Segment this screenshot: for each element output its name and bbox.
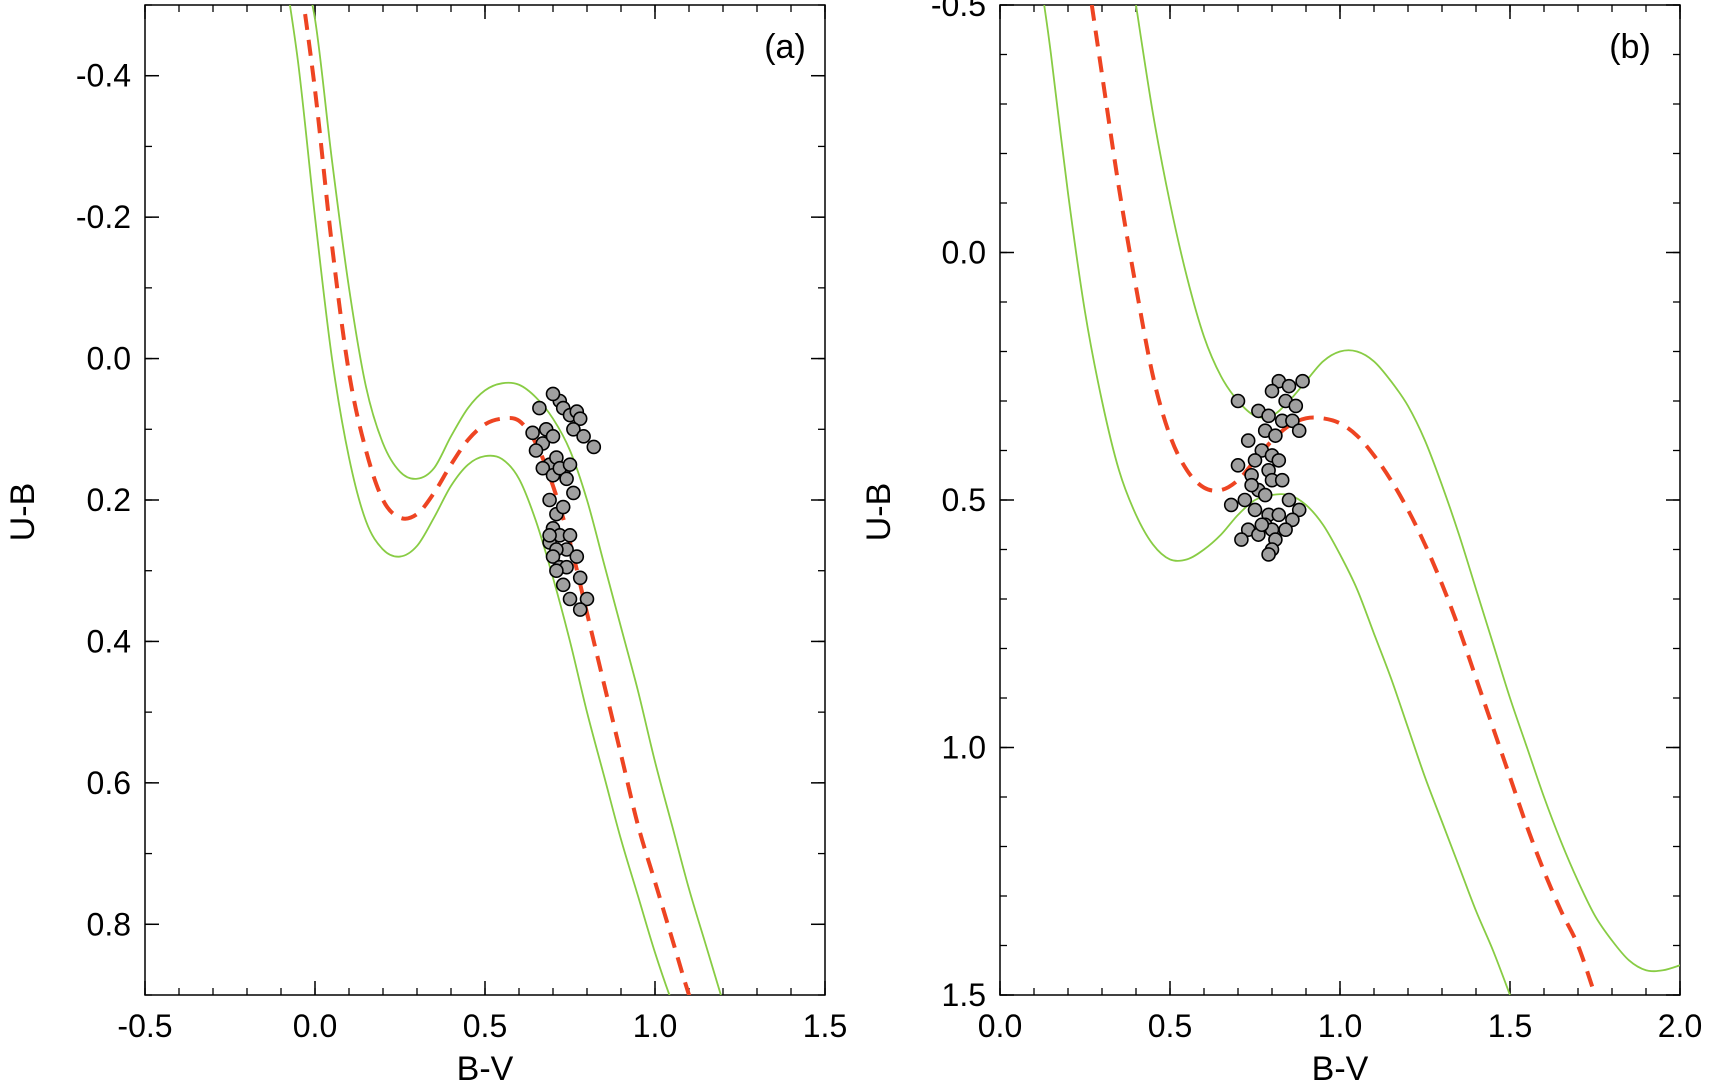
panel-a-star-point: [566, 421, 581, 437]
panel-b-star-point: [1291, 502, 1307, 518]
panel-a-star-point: [562, 457, 578, 472]
panel-b-x-tick-label: 1.0: [1318, 1008, 1362, 1044]
panel-b-star-point: [1247, 453, 1263, 468]
panel-a-x-tick-label: 0.5: [463, 1008, 507, 1044]
panel-a-x-tick-label: -0.5: [117, 1008, 172, 1044]
panel-a-star-point: [572, 602, 588, 617]
panel-a-model-curve: [301, 5, 692, 995]
panel-a-star-point: [555, 577, 571, 593]
panel-b-label: (b): [1609, 28, 1651, 66]
panel-a-star-point: [572, 411, 588, 426]
panel-b-star-point: [1281, 492, 1297, 508]
panel-a-lower-envelope-curve: [289, 5, 671, 995]
panel-b-star-point: [1223, 497, 1239, 513]
panel-b-star-point: [1240, 433, 1256, 448]
panel-a-star-point: [579, 591, 595, 607]
panel-a-x-axis-title: B-V: [457, 1050, 514, 1088]
panel-b-star-point: [1268, 428, 1283, 443]
panel-b-x-tick-label: 2.0: [1658, 1008, 1702, 1044]
panel-b-y-tick-label: 0.0: [942, 235, 986, 271]
panel-a-label: (a): [764, 28, 806, 66]
panel-a-y-tick-label: 0.6: [87, 765, 131, 801]
panel-b-lower-envelope-curve: [1043, 5, 1511, 995]
panel-b-star-point: [1244, 477, 1259, 493]
panel-b-y-tick-label: 0.5: [942, 482, 986, 518]
panel-b-y-tick-label: 1.0: [942, 730, 986, 766]
panel-b-star-point: [1285, 512, 1300, 528]
panel-b-y-axis-title: U-B: [860, 483, 898, 542]
panel-b: 0.0 0.5 1.0 1.5 2.0 -0.5 0.0 0.5 1.0 1.5 B-V U-B (b): [860, 0, 1702, 1088]
panel-a-star-point: [572, 570, 588, 586]
panel-a-y-tick-label: -0.2: [76, 199, 131, 235]
panel-a-y-axis-title: U-B: [4, 483, 42, 542]
panel-b-y-tick-label: 1.5: [942, 977, 986, 1013]
panel-a-plot-area: [289, 5, 722, 995]
panel-a-y-tick-label: -0.4: [76, 58, 131, 94]
panel-a-star-point: [542, 492, 557, 508]
panel-a-star-point: [545, 429, 561, 444]
panel-b-star-point: [1281, 378, 1297, 394]
panel-a-y-tick-label: 0.8: [87, 906, 131, 942]
panel-a-star-point: [542, 528, 557, 543]
panel-a-star-point: [545, 549, 561, 564]
panel-a-star-point: [532, 400, 547, 416]
panel-a-star-point: [576, 429, 591, 444]
panel-a-y-tick-label: 0.4: [87, 623, 131, 659]
panel-b-upper-envelope-curve: [1135, 5, 1680, 973]
panel-b-star-point: [1271, 507, 1287, 523]
panel-b-y-tick-label: -0.5: [931, 0, 986, 23]
panel-a-star-point: [566, 485, 581, 501]
panel-b-star-point: [1285, 413, 1300, 429]
panel-b-x-tick-label: 1.5: [1488, 1008, 1532, 1044]
panel-a-star-point: [549, 563, 564, 579]
panel-b-star-point: [1247, 502, 1263, 518]
panel-a-upper-envelope-curve: [311, 5, 722, 995]
panel-a-x-tick-label: 1.0: [633, 1008, 677, 1044]
panel-a-plot-frame: [144, 4, 826, 996]
panel-b-star-point: [1278, 522, 1293, 538]
panel-b-star-point: [1295, 373, 1310, 389]
panel-a-star-point: [525, 425, 540, 441]
panel-b-plot-frame: [999, 4, 1681, 996]
panel-a-star-point: [535, 460, 551, 476]
panel-b-plot-area: [1043, 5, 1680, 995]
panel-b-star-point: [1261, 408, 1276, 424]
panel-b-star-point: [1271, 453, 1287, 468]
panel-b-star-point: [1230, 458, 1246, 473]
panel-b-x-tick-label: 0.5: [1148, 1008, 1192, 1044]
panel-b-star-point: [1254, 517, 1270, 533]
panel-a-x-tick-label: 0.0: [293, 1008, 337, 1044]
panel-b-star-point: [1237, 492, 1253, 508]
panel-b-star-point: [1261, 547, 1276, 562]
panel-b-star-point: [1288, 398, 1304, 414]
panel-b-x-tick-label: 0.0: [978, 1008, 1022, 1044]
panel-a-y-tick-label: 0.0: [87, 341, 131, 377]
panel-a-star-point: [555, 499, 571, 515]
panel-a-star-point: [586, 439, 602, 455]
panel-b-x-axis-title: B-V: [1312, 1050, 1369, 1088]
panel-b-star-point: [1264, 383, 1280, 399]
panel-a-y-tick-label: 0.2: [87, 482, 131, 518]
panel-a-star-point: [559, 471, 574, 487]
panel-a-star-point: [528, 443, 544, 458]
panel-a-star-point: [562, 591, 578, 607]
panel-b-star-point: [1291, 423, 1307, 439]
panel-b-star-point: [1257, 487, 1273, 503]
panel-a-star-point: [562, 528, 578, 543]
panel-b-star-point: [1274, 472, 1290, 488]
panel-a-star-point: [545, 386, 561, 402]
panel-a-star-point: [569, 549, 585, 564]
panel-b-star-point: [1234, 532, 1249, 547]
panel-a: -0.5 0.0 0.5 1.0 1.5 -0.4 -0.2 0.0 0.2 0.4 0.6 0.8 B…: [4, 4, 847, 1088]
panel-b-model-curve: [1089, 5, 1597, 995]
panel-a-x-tick-label: 1.5: [803, 1008, 847, 1044]
panel-b-star-point: [1230, 393, 1246, 409]
